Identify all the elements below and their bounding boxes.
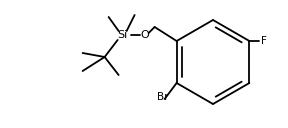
Text: F: F [262, 36, 267, 46]
Text: Si: Si [118, 30, 128, 40]
Text: Br: Br [157, 92, 168, 102]
Text: O: O [140, 30, 149, 40]
